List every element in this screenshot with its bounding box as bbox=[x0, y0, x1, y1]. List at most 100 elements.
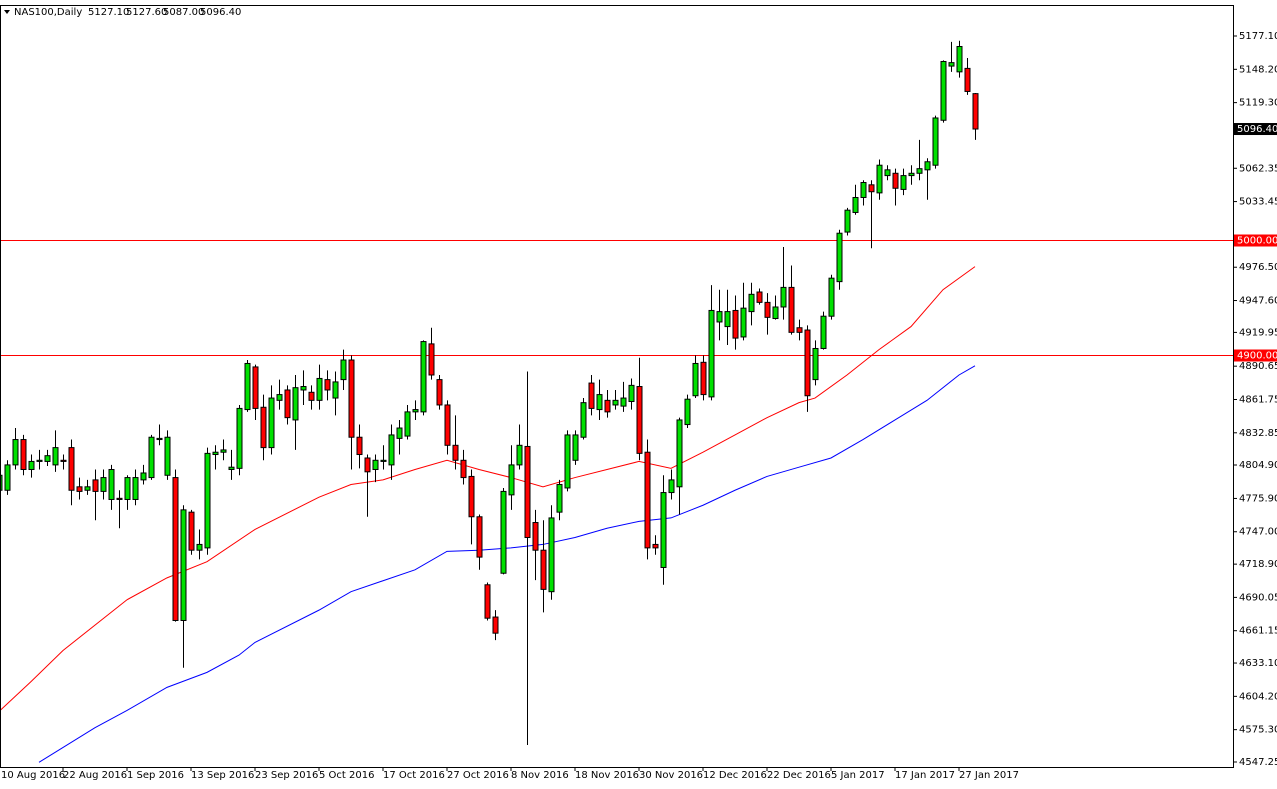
candle-body bbox=[708, 309, 715, 398]
candle-body bbox=[396, 427, 403, 439]
candle-body bbox=[844, 209, 851, 233]
y-tick-label: 4718.90 bbox=[1239, 559, 1277, 570]
candle-body bbox=[196, 543, 203, 551]
candle-body bbox=[860, 182, 867, 198]
ohlc-low: 5087.00 bbox=[163, 7, 204, 18]
candle-body bbox=[876, 164, 883, 194]
candle-body bbox=[564, 434, 571, 489]
candle-body bbox=[156, 437, 163, 441]
candle-body bbox=[380, 459, 387, 462]
menu-arrow[interactable] bbox=[4, 10, 10, 14]
candle-body bbox=[492, 616, 499, 634]
candle-body bbox=[732, 309, 739, 339]
candle-body bbox=[300, 386, 307, 391]
candle-body bbox=[924, 161, 931, 171]
x-tick-label: 23 Sep 2016 bbox=[255, 770, 318, 781]
candle-body bbox=[820, 315, 827, 349]
candle-body bbox=[84, 486, 91, 491]
candle-body bbox=[796, 327, 803, 333]
candle-body bbox=[132, 477, 139, 500]
candle-body bbox=[356, 436, 363, 456]
y-tick-label: 5062.35 bbox=[1239, 163, 1277, 174]
candle-body bbox=[172, 477, 179, 622]
candle-body bbox=[764, 301, 771, 318]
y-tick-label: 4976.50 bbox=[1239, 262, 1277, 273]
candle-body bbox=[20, 439, 27, 471]
last-price-box bbox=[1234, 123, 1277, 136]
candle-body bbox=[884, 169, 891, 177]
y-tick-label: 4775.90 bbox=[1239, 493, 1277, 504]
candle-body bbox=[772, 306, 779, 320]
candle-body bbox=[652, 543, 659, 549]
plot-border bbox=[0, 5, 1234, 768]
candle-body bbox=[44, 455, 51, 462]
candle-body bbox=[676, 419, 683, 488]
x-tick-label: 27 Oct 2016 bbox=[447, 770, 509, 781]
candle-body bbox=[460, 459, 467, 479]
symbol-label: NAS100,Daily bbox=[14, 7, 82, 18]
candle-body bbox=[812, 347, 819, 381]
candle-body bbox=[508, 464, 515, 496]
candle-body bbox=[956, 45, 963, 73]
candle-body bbox=[308, 391, 315, 401]
candle-body bbox=[12, 439, 19, 466]
candle-body bbox=[556, 483, 563, 513]
candle-body bbox=[252, 366, 259, 409]
candle-body bbox=[204, 452, 211, 549]
x-tick-label: 5 Oct 2016 bbox=[319, 770, 374, 781]
candle-body bbox=[724, 311, 731, 328]
candle-body bbox=[964, 67, 971, 92]
candle-body bbox=[916, 168, 923, 174]
candle-body bbox=[612, 399, 619, 406]
candle-body bbox=[220, 449, 227, 453]
candle-body bbox=[940, 60, 947, 121]
y-tick-label: 5177.10 bbox=[1239, 31, 1277, 42]
candle-body bbox=[108, 469, 115, 500]
candle-body bbox=[292, 387, 299, 421]
candle-body bbox=[716, 311, 723, 323]
candle-body bbox=[436, 379, 443, 406]
candle-body bbox=[276, 394, 283, 401]
candle-body bbox=[948, 62, 955, 67]
x-tick-label: 5 Jan 2017 bbox=[831, 770, 885, 781]
x-tick-label: 18 Nov 2016 bbox=[575, 770, 639, 781]
candle-body bbox=[660, 492, 667, 568]
candle-body bbox=[348, 359, 355, 438]
candle-body bbox=[500, 490, 507, 574]
candle-body bbox=[100, 477, 107, 492]
candle-body bbox=[620, 397, 627, 407]
ohlc-close: 5096.40 bbox=[200, 7, 241, 18]
candle-body bbox=[164, 436, 171, 476]
x-tick-label: 1 Sep 2016 bbox=[127, 770, 184, 781]
candle-body bbox=[124, 477, 131, 500]
candle-body bbox=[668, 479, 675, 494]
candle-body bbox=[388, 434, 395, 466]
candle-body bbox=[68, 447, 75, 491]
candle-body bbox=[188, 511, 195, 551]
x-tick-label: 27 Jan 2017 bbox=[959, 770, 1019, 781]
candle-body bbox=[92, 479, 99, 492]
y-tick-label: 4947.60 bbox=[1239, 296, 1277, 307]
candle-body bbox=[836, 232, 843, 283]
y-tick-label: 4747.00 bbox=[1239, 527, 1277, 538]
candle-body bbox=[452, 444, 459, 461]
x-tick-label: 17 Oct 2016 bbox=[383, 770, 445, 781]
candle-body bbox=[412, 409, 419, 413]
candle-body bbox=[28, 460, 35, 471]
candle-body bbox=[908, 172, 915, 177]
candle-body bbox=[852, 196, 859, 213]
candle-body bbox=[4, 464, 11, 491]
candle-body bbox=[516, 444, 523, 466]
candle-body bbox=[932, 117, 939, 166]
candle-body bbox=[476, 516, 483, 558]
level-label-box bbox=[1234, 234, 1277, 247]
candle-body bbox=[52, 447, 59, 466]
candle-body bbox=[364, 457, 371, 473]
level-label: 4900.00 bbox=[1237, 351, 1277, 362]
y-tick-label: 4832.85 bbox=[1239, 428, 1277, 439]
x-tick-label: 17 Jan 2017 bbox=[895, 770, 955, 781]
y-tick-label: 4604.20 bbox=[1239, 691, 1277, 702]
candle-body bbox=[316, 377, 323, 401]
x-tick-label: 22 Aug 2016 bbox=[63, 770, 127, 781]
